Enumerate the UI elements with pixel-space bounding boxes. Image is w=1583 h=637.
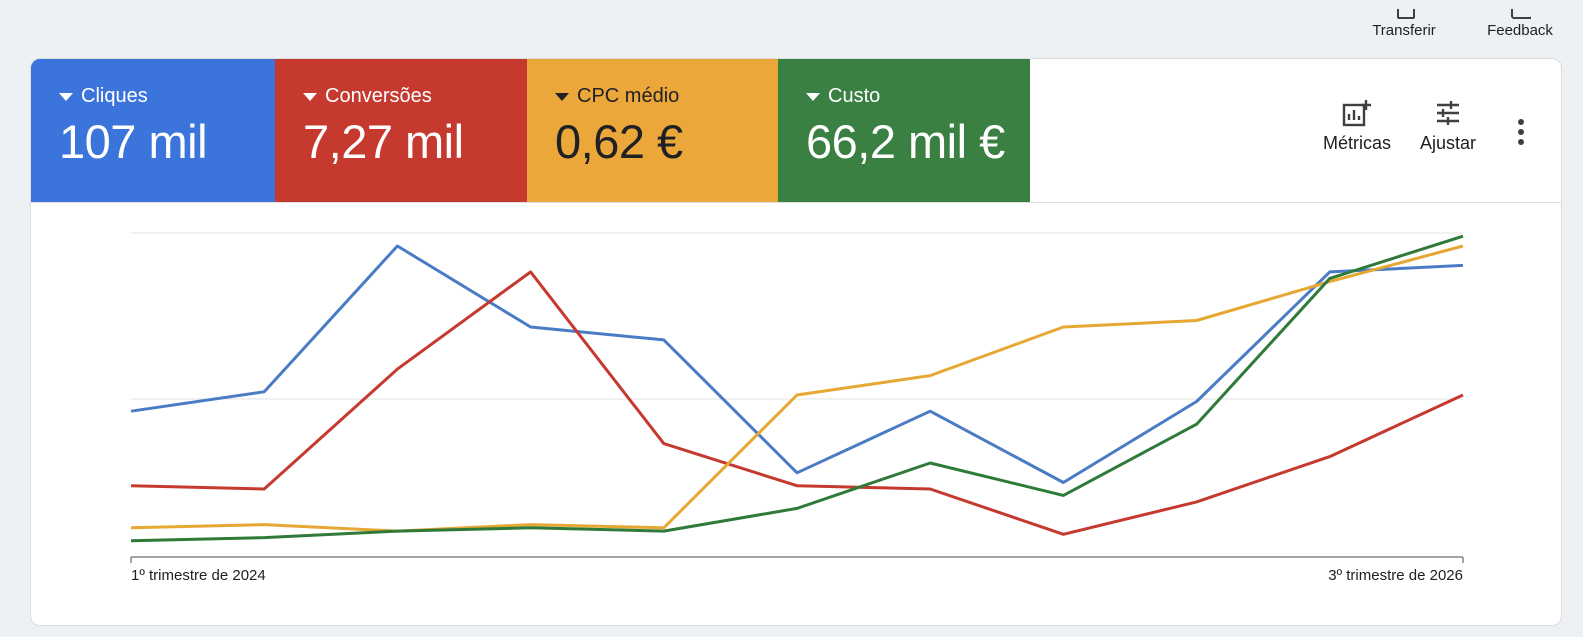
caret-down-icon <box>303 92 317 101</box>
scorecard-custo[interactable]: Custo 66,2 mil € <box>778 59 1030 202</box>
x-tick-label-start: 1º trimestre de 2024 <box>131 567 266 584</box>
transfer-button[interactable]: Transferir <box>1366 0 1442 40</box>
more-options-icon[interactable] <box>1507 115 1535 149</box>
series-line-custo <box>130 234 1464 543</box>
adjust-button[interactable]: Ajustar <box>1415 99 1481 154</box>
scorecard-cliques[interactable]: Cliques 107 mil <box>31 59 275 202</box>
feedback-button[interactable]: Feedback <box>1480 0 1560 40</box>
scorecard-cpc-medio[interactable]: CPC médio 0,62 € <box>527 59 778 202</box>
metrics-button[interactable]: Métricas <box>1317 99 1397 154</box>
caret-down-icon <box>806 92 820 101</box>
series-line-cpc-m-dio <box>130 244 1464 533</box>
feedback-icon <box>1509 9 1531 19</box>
x-tick-label-end: 3º trimestre de 2026 <box>1328 567 1463 584</box>
scorecard-label: CPC médio <box>577 85 680 107</box>
add-chart-icon <box>1342 100 1371 127</box>
tune-icon <box>1437 101 1459 125</box>
scorecard-label: Custo <box>828 85 881 107</box>
caret-down-icon <box>555 92 569 101</box>
metrics-label: Métricas <box>1322 133 1391 153</box>
divider <box>31 202 1561 203</box>
scorecard-label: Conversões <box>325 85 432 107</box>
scorecard-value: 66,2 mil € <box>806 115 1005 168</box>
caret-down-icon <box>59 92 73 101</box>
scorecard-row: Cliques 107 mil Conversões 7,27 mil CPC … <box>31 59 1030 202</box>
line-chart: 1º trimestre de 2024 3º trimestre de 202… <box>130 232 1464 584</box>
series-line-cliques <box>130 244 1464 484</box>
scorecard-value: 0,62 € <box>555 115 683 168</box>
download-icon <box>1393 9 1415 19</box>
scorecard-conversoes[interactable]: Conversões 7,27 mil <box>275 59 527 202</box>
feedback-label: Feedback <box>1487 22 1553 39</box>
scorecard-label: Cliques <box>81 85 148 107</box>
series-line-convers-es <box>130 270 1464 536</box>
performance-card: Cliques 107 mil Conversões 7,27 mil CPC … <box>30 58 1562 626</box>
transfer-label: Transferir <box>1372 22 1436 39</box>
scorecard-value: 7,27 mil <box>303 115 464 168</box>
scorecard-value: 107 mil <box>59 115 208 168</box>
adjust-label: Ajustar <box>1419 133 1477 153</box>
